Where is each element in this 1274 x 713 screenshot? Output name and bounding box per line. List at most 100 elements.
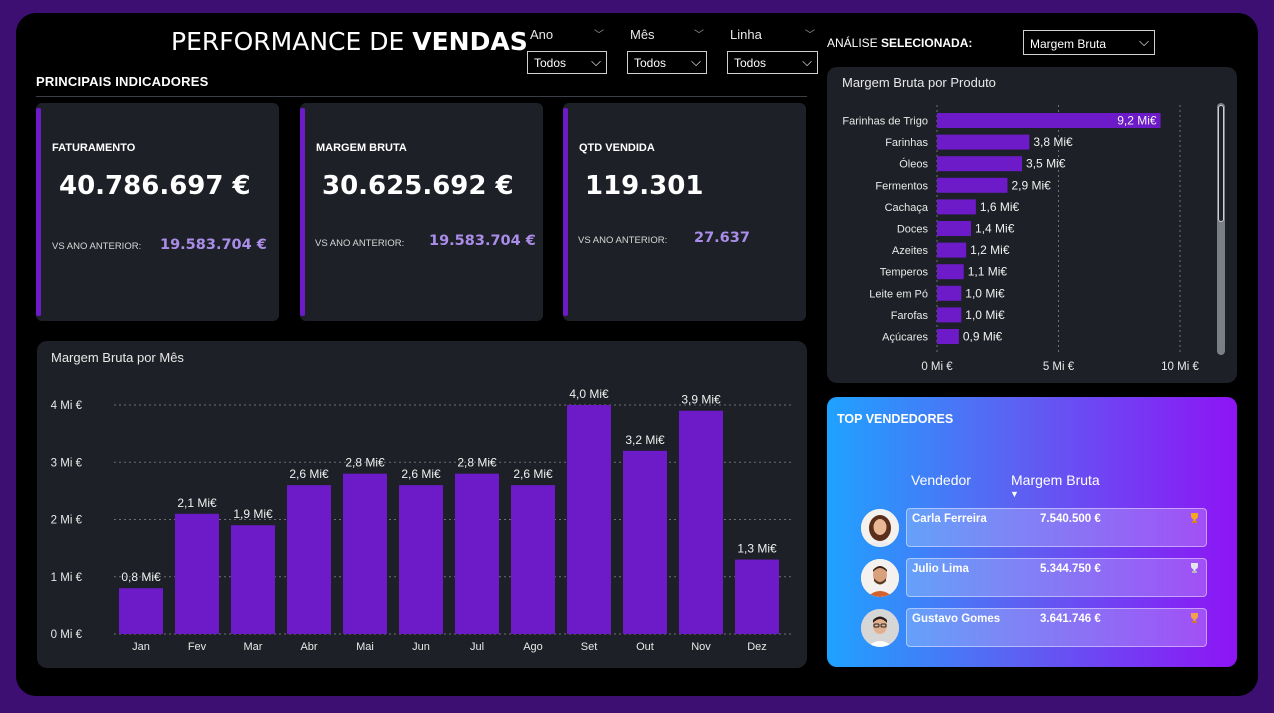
bar-set[interactable] <box>567 405 611 634</box>
data-label: 1,9 Mi€ <box>233 507 273 521</box>
bar-product[interactable] <box>937 156 1023 172</box>
kpi-compare-label: VS ANO ANTERIOR: <box>315 238 405 249</box>
bar-product[interactable] <box>937 177 1008 193</box>
top-sellers-panel: TOP VENDEDORES Vendedor Margem Bruta ▼ C… <box>827 397 1237 667</box>
x-tick-label: Out <box>636 641 654 653</box>
data-label: 3,2 Mi€ <box>625 433 665 447</box>
y-tick-label: Açúcares <box>882 332 928 344</box>
chevron-down-icon[interactable]: ﹀ <box>805 30 815 41</box>
scrollbar-track[interactable] <box>1217 103 1225 355</box>
data-label: 3,5 Mi€ <box>1026 157 1066 171</box>
bar-jun[interactable] <box>399 485 443 634</box>
data-label: 2,6 Mi€ <box>513 467 553 481</box>
y-tick-label: 0 Mi € <box>51 629 83 641</box>
y-tick-label: 1 Mi € <box>51 572 83 584</box>
y-tick-label: Azeites <box>892 245 929 257</box>
y-tick-label: 4 Mi € <box>51 400 83 412</box>
chevron-down-icon[interactable]: ﹀ <box>594 30 604 41</box>
kpi-compare-value: 27.637 <box>694 230 750 246</box>
seller-row[interactable]: Carla Ferreira 7.540.500 € <box>906 508 1207 547</box>
bronze-trophy-icon <box>1189 612 1200 627</box>
product-bar-chart: 0 Mi € 5 Mi € 10 Mi € Farinhas de Trigo 9,2 … <box>842 105 1199 373</box>
bar-product[interactable] <box>937 329 959 344</box>
bar-mai[interactable] <box>343 473 387 634</box>
data-label: 3,9 Mi€ <box>681 393 721 407</box>
scrollbar-thumb[interactable] <box>1218 105 1224 222</box>
x-tick-label: Set <box>581 641 598 653</box>
product-chart-panel: Margem Bruta por Produto 0 Mi € 5 Mi € 10 … <box>827 67 1237 383</box>
analysis-dropdown[interactable]: Margem Bruta ⌵ <box>1023 30 1155 55</box>
bar-product[interactable] <box>937 134 1030 150</box>
kpi-card-faturamento: FATURAMENTO 40.786.697 € VS ANO ANTERIOR… <box>36 103 279 321</box>
data-label: 2,8 Mi€ <box>345 456 385 470</box>
bar-product[interactable] <box>937 307 962 323</box>
bar-product[interactable] <box>937 199 976 215</box>
analysis-value: Margem Bruta <box>1030 37 1107 51</box>
avatar <box>861 609 899 647</box>
y-tick-label: 2 Mi € <box>51 515 83 527</box>
analysis-label: ANÁLISE SELECIONADA: <box>827 36 973 50</box>
accent-bar <box>563 108 568 316</box>
x-tick-label: 5 Mi € <box>1043 361 1075 373</box>
x-tick-label: Mai <box>356 641 374 653</box>
data-label: 9,2 Mi€ <box>1117 114 1157 128</box>
bar-abr[interactable] <box>287 485 331 634</box>
bar-ago[interactable] <box>511 485 555 634</box>
bar-product[interactable] <box>937 113 1161 128</box>
y-tick-label: Farinhas de Trigo <box>842 116 928 128</box>
x-tick-label: Jul <box>470 641 484 653</box>
sort-desc-icon[interactable]: ▼ <box>1010 489 1019 499</box>
seller-value: 3.641.746 € <box>1040 613 1101 625</box>
divider <box>36 96 807 97</box>
filter-dropdown-linha[interactable]: Todos ⌵ <box>727 51 818 74</box>
y-tick-label: Leite em Pó <box>869 288 928 300</box>
bar-dez[interactable] <box>735 559 779 634</box>
seller-value: 5.344.750 € <box>1040 563 1101 575</box>
seller-name: Julio Lima <box>912 563 969 575</box>
gold-trophy-icon <box>1189 512 1200 527</box>
data-label: 1,1 Mi€ <box>968 265 1008 279</box>
chart-title: Margem Bruta por Mês <box>51 350 184 365</box>
filter-value: Todos <box>734 56 767 70</box>
data-label: 1,0 Mi€ <box>965 286 1005 300</box>
x-tick-label: Jun <box>412 641 430 653</box>
column-header-margin[interactable]: Margem Bruta <box>1011 472 1100 488</box>
data-label: 2,1 Mi€ <box>177 496 217 510</box>
seller-row[interactable]: Gustavo Gomes 3.641.746 € <box>906 608 1207 647</box>
column-header-seller[interactable]: Vendedor <box>911 472 971 488</box>
bar-fev[interactable] <box>175 513 219 634</box>
bar-product[interactable] <box>937 221 972 236</box>
filter-dropdown-mes[interactable]: Todos ⌵ <box>627 51 707 74</box>
filter-dropdown-ano[interactable]: Todos ⌵ <box>527 51 607 74</box>
data-label: 2,6 Mi€ <box>401 467 441 481</box>
top-sellers-title: TOP VENDEDORES <box>837 412 954 426</box>
bar-product[interactable] <box>937 285 962 301</box>
avatar <box>861 509 899 547</box>
silver-trophy-icon <box>1189 562 1200 577</box>
kpi-value: 30.625.692 € <box>322 171 514 201</box>
filter-label: Ano <box>530 27 554 42</box>
monthly-chart-panel: Margem Bruta por Mês 0 Mi € 1 Mi € 2 Mi € 3… <box>37 341 807 668</box>
bar-nov[interactable] <box>679 410 723 634</box>
kpi-card-margem-bruta: MARGEM BRUTA 30.625.692 € VS ANO ANTERIO… <box>300 103 543 321</box>
kpi-compare-value: 19.583.704 € <box>429 233 536 249</box>
kpi-value: 119.301 <box>585 171 704 201</box>
seller-row[interactable]: Julio Lima 5.344.750 € <box>906 558 1207 597</box>
x-tick-label: 10 Mi € <box>1161 361 1199 373</box>
data-label: 0,8 Mi€ <box>121 570 161 584</box>
y-tick-label: 3 Mi € <box>51 457 83 469</box>
bar-product[interactable] <box>937 264 964 280</box>
bar-jul[interactable] <box>455 473 499 634</box>
bar-out[interactable] <box>623 450 667 634</box>
section-title: PRINCIPAIS INDICADORES <box>36 74 209 89</box>
data-label: 4,0 Mi€ <box>569 387 609 401</box>
chevron-down-icon[interactable]: ﹀ <box>694 30 704 41</box>
bar-product[interactable] <box>937 242 967 258</box>
data-label: 1,0 Mi€ <box>965 308 1005 322</box>
filter-label: Mês <box>630 27 655 42</box>
kpi-label: QTD VENDIDA <box>579 142 655 154</box>
bar-mar[interactable] <box>231 525 275 634</box>
monthly-bar-chart: 0 Mi € 1 Mi € 2 Mi € 3 Mi € 4 Mi € 0,8 Mi€ Jan… <box>51 387 794 653</box>
bar-jan[interactable] <box>119 588 163 634</box>
accent-bar <box>300 108 305 316</box>
